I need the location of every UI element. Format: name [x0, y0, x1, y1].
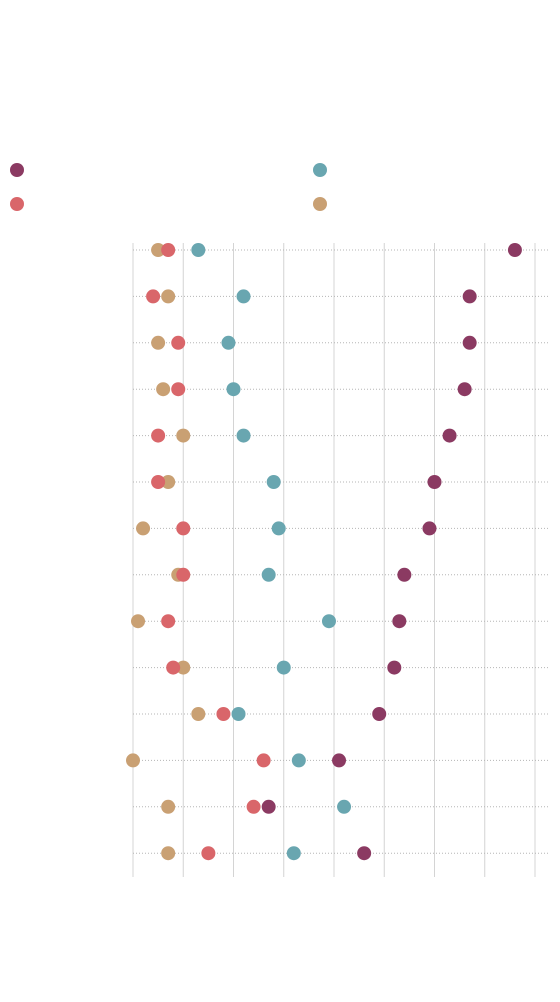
data-point-series-2: [266, 475, 281, 489]
data-point-series-2: [286, 846, 301, 861]
data-point-series-3: [161, 243, 176, 257]
data-points: [126, 243, 522, 861]
data-point-series-3: [151, 428, 166, 443]
data-point-series-4: [151, 243, 166, 257]
data-point-series-3: [246, 799, 261, 814]
data-point-series-4: [176, 660, 191, 675]
data-point-series-3: [151, 475, 166, 489]
data-point-series-1: [261, 799, 276, 814]
data-point-series-4: [176, 428, 191, 443]
data-point-series-2: [221, 335, 236, 350]
data-point-series-3: [171, 335, 186, 350]
data-point-series-4: [156, 382, 171, 397]
data-point-series-2: [291, 753, 306, 768]
data-point-series-1: [387, 660, 402, 675]
data-point-series-3: [166, 660, 181, 675]
data-point-series-3: [176, 521, 191, 536]
legend: [10, 163, 327, 211]
data-point-series-4: [136, 521, 151, 536]
data-point-series-4: [151, 335, 166, 350]
data-point-series-2: [321, 614, 336, 629]
grid-lines: [132, 243, 550, 877]
data-point-series-1: [427, 475, 442, 489]
data-point-series-2: [261, 567, 276, 582]
data-point-series-1: [357, 846, 372, 861]
data-point-series-2: [236, 289, 251, 304]
data-point-series-4: [161, 846, 176, 861]
data-point-series-4: [126, 753, 140, 768]
data-point-series-1: [372, 707, 387, 721]
data-point-series-1: [442, 428, 457, 443]
data-point-series-1: [457, 382, 472, 397]
data-point-series-3: [161, 614, 176, 629]
data-point-series-3: [201, 846, 216, 861]
data-point-series-3: [146, 289, 161, 304]
data-point-series-2: [231, 707, 246, 721]
data-point-series-3: [256, 753, 271, 768]
data-point-series-2: [271, 521, 286, 536]
data-point-series-2: [337, 799, 352, 814]
data-point-series-4: [161, 799, 176, 814]
data-point-series-4: [131, 614, 146, 629]
data-point-series-2: [191, 243, 206, 257]
data-point-series-2: [236, 428, 251, 443]
legend-marker: [10, 163, 24, 177]
data-point-series-1: [332, 753, 347, 768]
legend-marker: [10, 197, 24, 211]
data-point-series-1: [507, 243, 522, 257]
data-point-series-1: [422, 521, 437, 536]
data-point-series-4: [161, 289, 176, 304]
data-point-series-3: [176, 567, 191, 582]
legend-marker: [313, 163, 327, 177]
data-point-series-4: [191, 707, 206, 721]
data-point-series-1: [397, 567, 412, 582]
data-point-series-1: [462, 289, 477, 304]
data-point-series-2: [276, 660, 291, 675]
data-point-series-1: [462, 335, 477, 350]
data-point-series-4: [161, 475, 176, 489]
data-point-series-2: [226, 382, 241, 397]
data-point-series-1: [392, 614, 407, 629]
data-point-series-3: [216, 707, 231, 721]
data-point-series-3: [171, 382, 186, 397]
legend-marker: [313, 197, 327, 211]
